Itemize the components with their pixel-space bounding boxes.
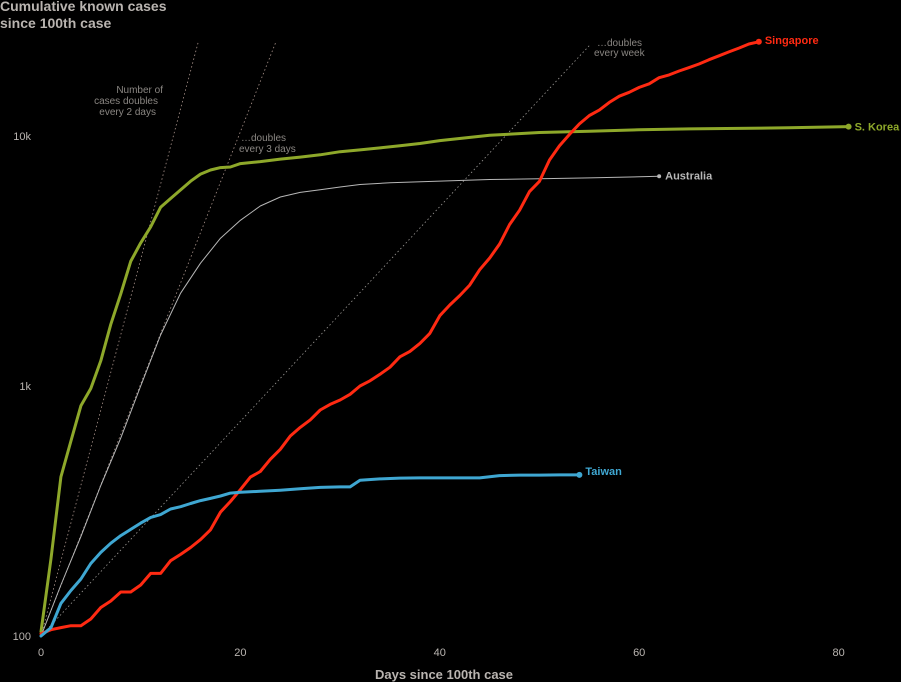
australia-end-marker bbox=[657, 174, 662, 179]
series-lines bbox=[39, 40, 851, 638]
s-korea-label: S. Korea bbox=[855, 122, 901, 134]
taiwan-line bbox=[39, 473, 581, 638]
taiwan-label: Taiwan bbox=[585, 466, 622, 478]
doubling-reference-lines bbox=[40, 40, 590, 637]
chart-title-line-1: Cumulative known cases bbox=[0, 0, 167, 14]
double-7-annotation-line-1: …doubles bbox=[597, 38, 642, 49]
double-2-annotation-line-2: cases doubles bbox=[94, 96, 158, 107]
y-axis: 100 1k 10k bbox=[13, 131, 32, 643]
double-3-reference-line bbox=[40, 40, 277, 637]
chart-title-line-2: since 100th case bbox=[0, 15, 112, 31]
australia-label: Australia bbox=[665, 170, 713, 182]
y-tick-label-100: 100 bbox=[13, 631, 31, 643]
y-tick-label-10k: 10k bbox=[13, 131, 31, 143]
x-axis-title: Days since 100th case bbox=[375, 667, 513, 682]
s-korea-end-marker bbox=[845, 123, 852, 130]
x-tick-label-80: 80 bbox=[832, 647, 844, 659]
s-korea-line bbox=[39, 125, 851, 634]
x-tick-label-20: 20 bbox=[234, 647, 246, 659]
double-2-annotation-line-3: every 2 days bbox=[99, 107, 156, 118]
double-3-annotation-line-1: …doubles bbox=[241, 133, 286, 144]
y-tick-label-1k: 1k bbox=[19, 381, 31, 393]
singapore-label: Singapore bbox=[765, 35, 819, 47]
x-axis: 0 20 40 60 80 bbox=[38, 647, 845, 659]
x-tick-label-60: 60 bbox=[633, 647, 645, 659]
doubling-annotations: Number of cases doubles every 2 days …do… bbox=[94, 38, 646, 155]
australia-line bbox=[40, 175, 660, 637]
x-tick-label-0: 0 bbox=[38, 647, 44, 659]
taiwan-end-marker bbox=[576, 471, 583, 478]
singapore-line bbox=[39, 40, 761, 636]
singapore-end-marker bbox=[755, 38, 762, 45]
double-3-annotation-line-2: every 3 days bbox=[239, 144, 296, 155]
x-tick-label-40: 40 bbox=[434, 647, 446, 659]
double-2-annotation-line-1: Number of bbox=[116, 85, 163, 96]
double-7-annotation-line-2: every week bbox=[594, 48, 646, 59]
series-labels: S. Korea Australia Singapore Taiwan bbox=[576, 35, 900, 478]
double-2-reference-line bbox=[40, 40, 199, 637]
